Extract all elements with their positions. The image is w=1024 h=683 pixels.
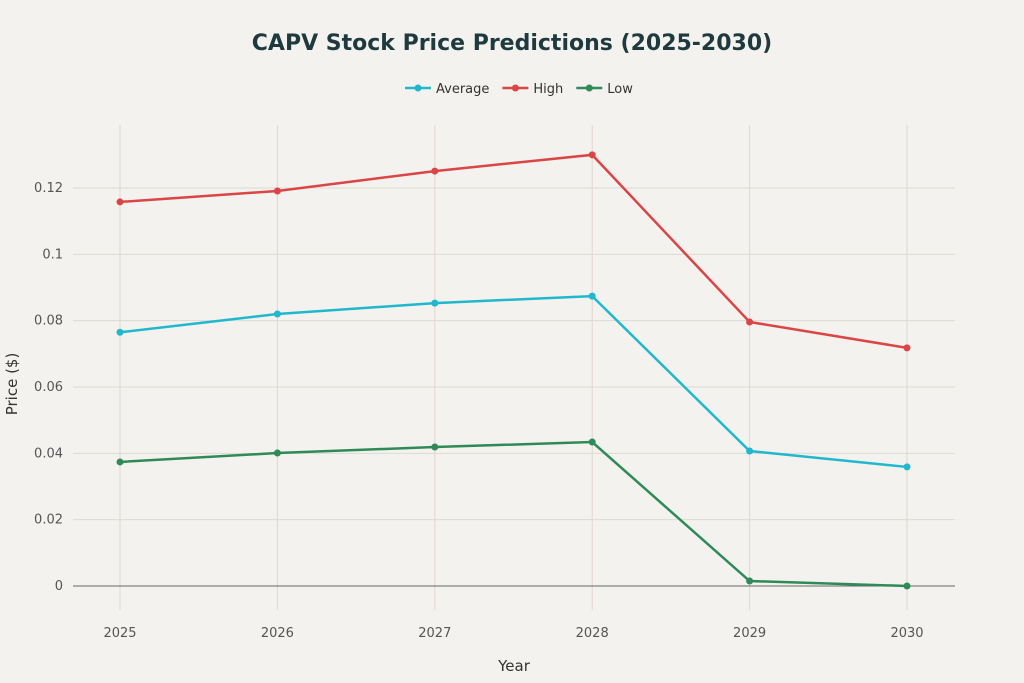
y-tick-label: 0.02 (34, 513, 63, 528)
y-tick-label: 0.06 (34, 380, 63, 395)
data-point (746, 447, 754, 455)
y-tick-label: 0 (55, 579, 63, 594)
legend-marker (414, 84, 422, 92)
data-point (588, 151, 596, 159)
y-tick-label: 0.1 (42, 247, 63, 262)
y-tick-label: 0.12 (34, 181, 63, 196)
series-low (116, 438, 911, 590)
legend-item-high: High (502, 82, 563, 97)
legend-marker (585, 84, 593, 92)
x-tick-label: 2030 (890, 626, 923, 641)
x-tick-label: 2028 (576, 626, 609, 641)
x-tick-label: 2026 (261, 626, 294, 641)
data-point (431, 299, 439, 307)
y-tick-label: 0.04 (34, 446, 63, 461)
series-line (119, 294, 908, 469)
series-line (119, 440, 908, 588)
y-axis-label: Price ($) (3, 353, 21, 416)
legend-label: High (533, 82, 563, 97)
series-high (116, 151, 911, 352)
data-point (588, 292, 596, 300)
data-point (746, 577, 754, 585)
x-tick-label: 2025 (103, 626, 136, 641)
series-average (116, 292, 911, 471)
chart-title: CAPV Stock Price Predictions (2025-2030) (252, 31, 772, 56)
data-point (903, 463, 911, 471)
legend: Average High Low (405, 82, 633, 97)
data-point (116, 198, 124, 206)
grid: 2025 2026 2027 2028 2029 2030 0 0.02 0.04 0.06 0.0… (34, 125, 955, 641)
data-point (273, 310, 281, 318)
x-tick-label: 2029 (733, 626, 766, 641)
data-point (431, 167, 439, 175)
series-group (116, 151, 911, 590)
legend-label: Average (436, 82, 489, 97)
x-tick-label: 2027 (418, 626, 451, 641)
y-tick-label: 0.08 (34, 314, 63, 329)
data-point (903, 344, 911, 352)
data-point (903, 582, 911, 590)
data-point (116, 328, 124, 336)
series-line (119, 153, 908, 350)
legend-marker (511, 84, 519, 92)
data-point (273, 187, 281, 195)
legend-item-low: Low (576, 82, 633, 97)
data-point (116, 458, 124, 466)
data-point (431, 443, 439, 451)
data-point (746, 318, 754, 326)
data-point (588, 438, 596, 446)
legend-label: Low (607, 82, 633, 97)
legend-item-average: Average (405, 82, 489, 97)
x-axis-label: Year (497, 657, 531, 675)
data-point (273, 449, 281, 457)
